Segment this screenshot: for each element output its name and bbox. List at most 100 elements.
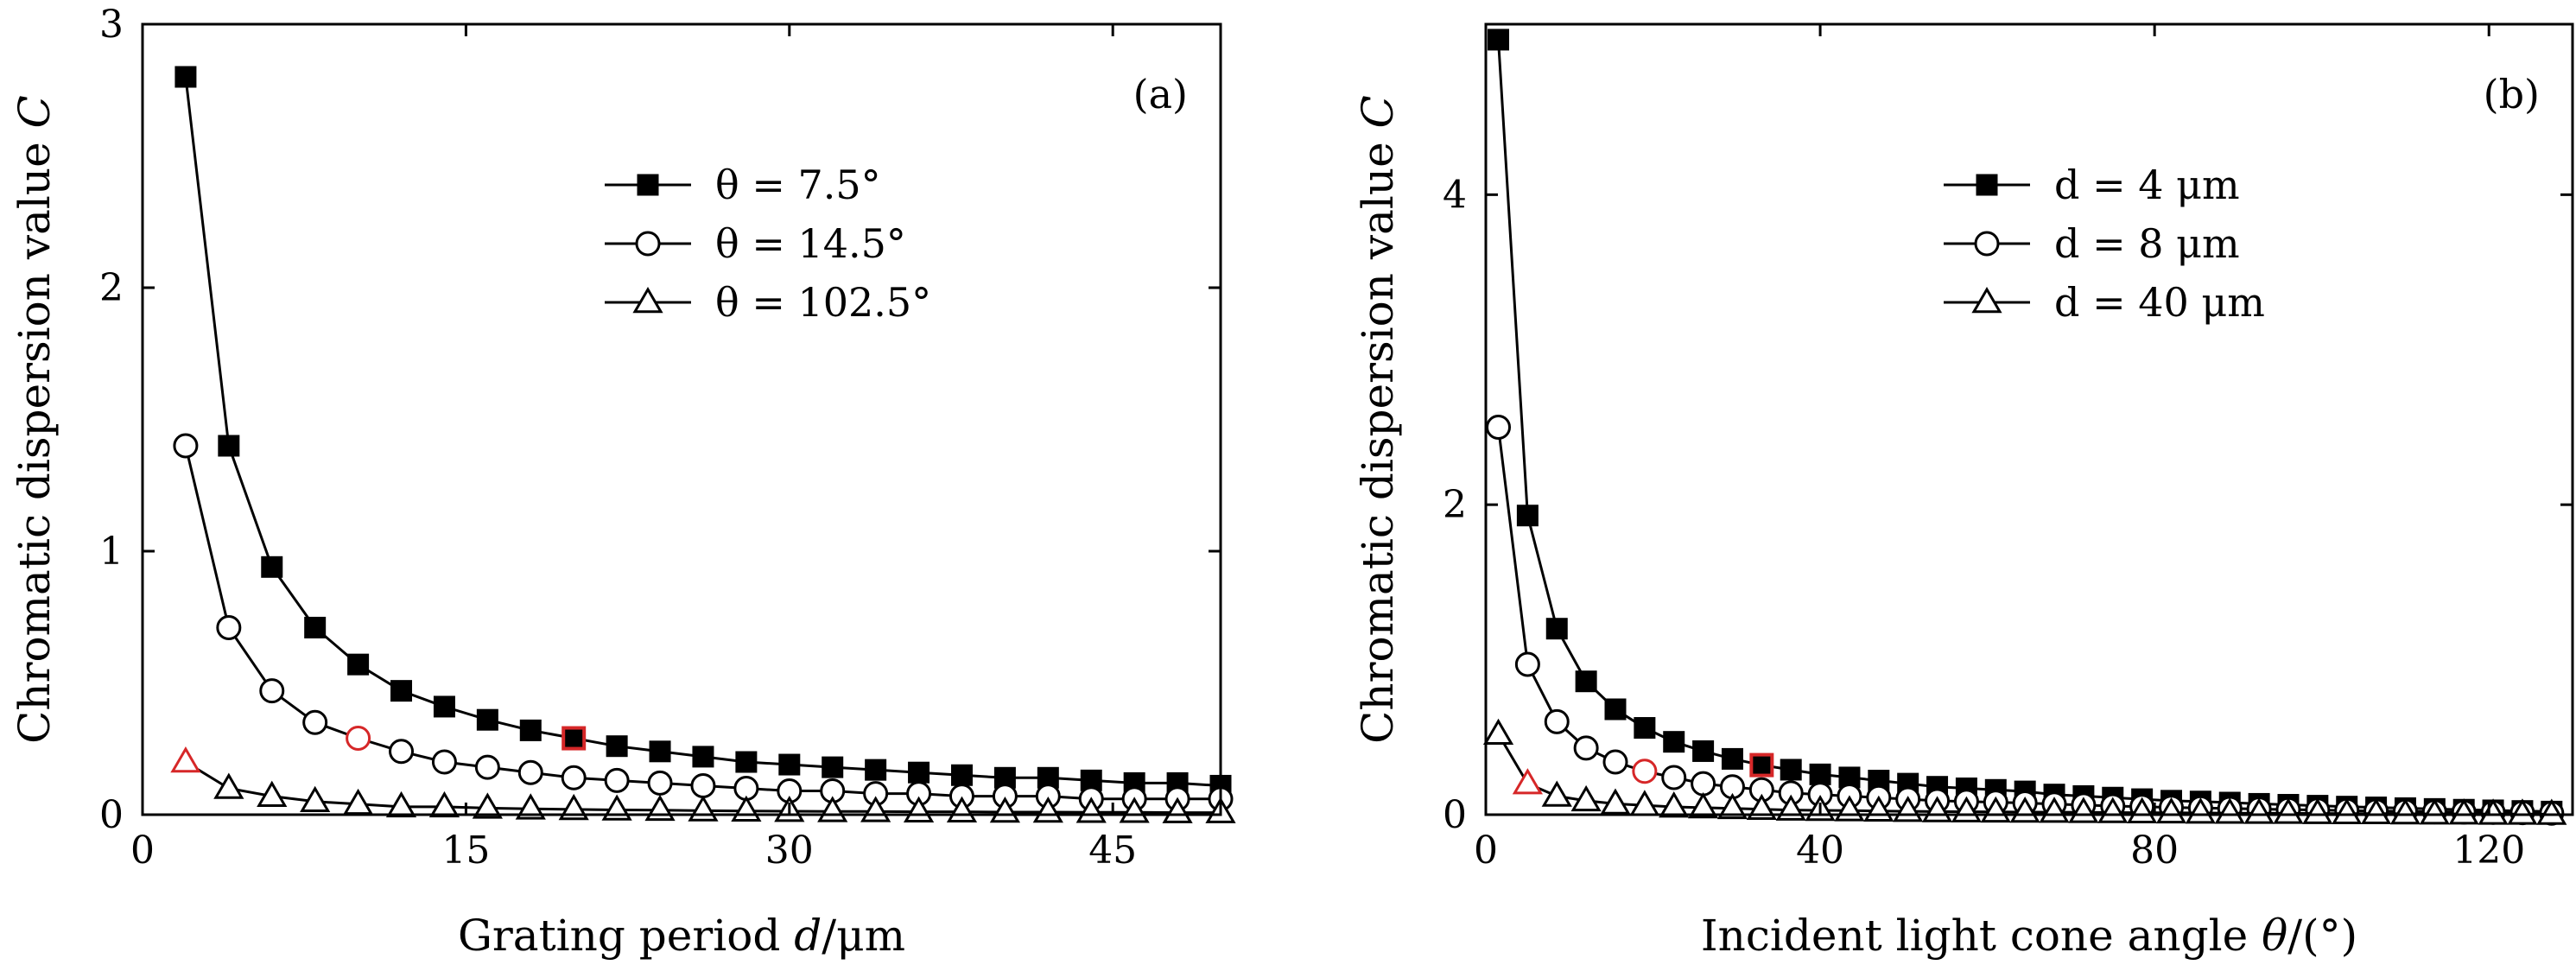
data-point-3-7 — [428, 790, 460, 818]
data-point-3-35 — [2478, 798, 2509, 825]
data-point-3-10 — [558, 793, 589, 821]
data-point-1-12 — [649, 740, 671, 763]
data-point-3-28 — [2273, 797, 2304, 824]
series-line-1 — [184, 76, 1221, 787]
data-point-1-3 — [261, 556, 283, 578]
data-point-3-33 — [2419, 798, 2450, 825]
data-point-2-6 — [389, 739, 415, 765]
y-tick-label: 4 — [1443, 173, 1467, 217]
legend-label: d = 4 μm — [2054, 162, 2240, 208]
data-point-3-2 — [213, 772, 244, 799]
x-tick-label: 30 — [765, 829, 814, 873]
data-point-1-2 — [1516, 505, 1539, 527]
data-point-3-6 — [385, 790, 417, 818]
data-point-1-14 — [735, 751, 758, 773]
y-axis-title: Chromatic dispersion value C — [1353, 95, 1403, 744]
data-point-1-7 — [433, 695, 455, 718]
legend-marker — [1974, 231, 2000, 257]
y-tick-label: 2 — [1443, 483, 1467, 527]
legend-entry-2: θ = 14.5° — [605, 220, 906, 267]
data-point-3-16 — [817, 796, 848, 822]
x-tick-label: 0 — [1474, 829, 1498, 873]
data-point-3-26 — [2214, 797, 2245, 824]
data-point-2-7 — [1661, 765, 1687, 790]
x-tick-label: 15 — [441, 829, 490, 873]
data-point-3-36 — [2507, 798, 2538, 825]
data-point-2-11 — [604, 767, 630, 793]
legend-entry-1: θ = 7.5° — [605, 162, 881, 208]
data-point-2-3 — [1544, 708, 1570, 734]
data-point-3-1 — [170, 746, 201, 773]
data-point-3-5 — [1600, 788, 1631, 815]
data-point-1-1 — [1488, 29, 1510, 51]
data-point-3-22 — [2097, 797, 2129, 823]
chart-panel-a: 0 15 30 45 0 1 2 3 Grating period d/μm Chromatic … — [10, 3, 1236, 961]
legend-entry-3: θ = 102.5° — [605, 279, 931, 326]
data-point-2-2 — [1514, 651, 1540, 677]
data-point-1-6 — [390, 680, 413, 702]
data-point-1-19 — [950, 764, 973, 786]
data-point-3-4 — [300, 785, 331, 813]
data-point-2-6 — [1632, 759, 1658, 784]
data-point-3-3 — [257, 780, 288, 807]
data-point-3-24 — [1162, 797, 1193, 823]
data-point-3-4 — [1570, 784, 1602, 812]
legend-marker — [1976, 174, 1998, 196]
data-point-2-8 — [1691, 771, 1716, 797]
series-line-1 — [1497, 39, 2552, 813]
data-point-3-7 — [1659, 791, 1690, 818]
data-point-1-3 — [1545, 618, 1568, 640]
data-point-3-29 — [2302, 797, 2333, 824]
y-tick-label: 2 — [99, 266, 124, 310]
data-point-2-4 — [302, 709, 328, 735]
data-point-3-12 — [644, 794, 676, 822]
chart-panel-b: 0 40 80 120 0 2 4 Incident light cone angle θ/(… — [1353, 22, 2574, 961]
data-point-2-3 — [259, 678, 285, 704]
data-point-2-7 — [431, 749, 457, 775]
data-point-1-4 — [304, 616, 327, 638]
legend-label: d = 40 μm — [2054, 279, 2265, 326]
data-point-1-8 — [476, 708, 498, 731]
data-point-1-9 — [519, 719, 542, 741]
data-point-1-18 — [908, 761, 930, 784]
data-point-2-5 — [346, 726, 371, 752]
data-point-3-37 — [2536, 798, 2567, 825]
data-point-3-9 — [1716, 792, 1748, 820]
x-axis-title: Grating period d/μm — [458, 911, 905, 961]
data-point-1-10 — [562, 726, 587, 751]
data-point-1-11 — [606, 735, 628, 758]
legend-marker — [637, 174, 659, 196]
legend-label: θ = 102.5° — [715, 279, 931, 326]
data-point-2-1 — [173, 433, 199, 459]
y-axis-title: Chromatic dispersion value C — [10, 95, 60, 744]
data-point-3-1 — [1482, 718, 1514, 746]
data-point-1-12 — [1809, 763, 1831, 785]
data-point-1-2 — [218, 435, 240, 457]
legend-entry-3: d = 40 μm — [1944, 279, 2265, 326]
data-point-1-5 — [347, 653, 370, 676]
data-point-3-31 — [2360, 797, 2392, 825]
y-tick-label: 3 — [99, 3, 124, 47]
data-point-3-3 — [1541, 780, 1572, 807]
data-point-3-14 — [731, 795, 762, 822]
x-axis-title: Incident light cone angle θ/(°) — [1701, 911, 2357, 961]
legend-marker — [632, 287, 663, 314]
data-point-3-2 — [1512, 768, 1543, 795]
data-point-1-13 — [692, 746, 714, 768]
data-point-1-5 — [1604, 698, 1627, 721]
data-point-3-30 — [2332, 797, 2363, 825]
data-point-1-7 — [1663, 731, 1685, 753]
legend-marker — [635, 231, 661, 257]
data-point-3-10 — [1746, 793, 1777, 821]
data-point-3-6 — [1629, 790, 1660, 816]
y-tick-label: 1 — [99, 530, 124, 574]
data-point-2-5 — [1602, 749, 1628, 775]
data-point-3-9 — [515, 793, 546, 820]
plot-frame — [1484, 22, 2574, 816]
data-point-2-13 — [690, 772, 716, 798]
data-point-1-16 — [822, 756, 844, 778]
panel-label: (b) — [2484, 71, 2540, 117]
legend-label: d = 8 μm — [2054, 220, 2240, 267]
data-point-2-1 — [1486, 414, 1512, 440]
